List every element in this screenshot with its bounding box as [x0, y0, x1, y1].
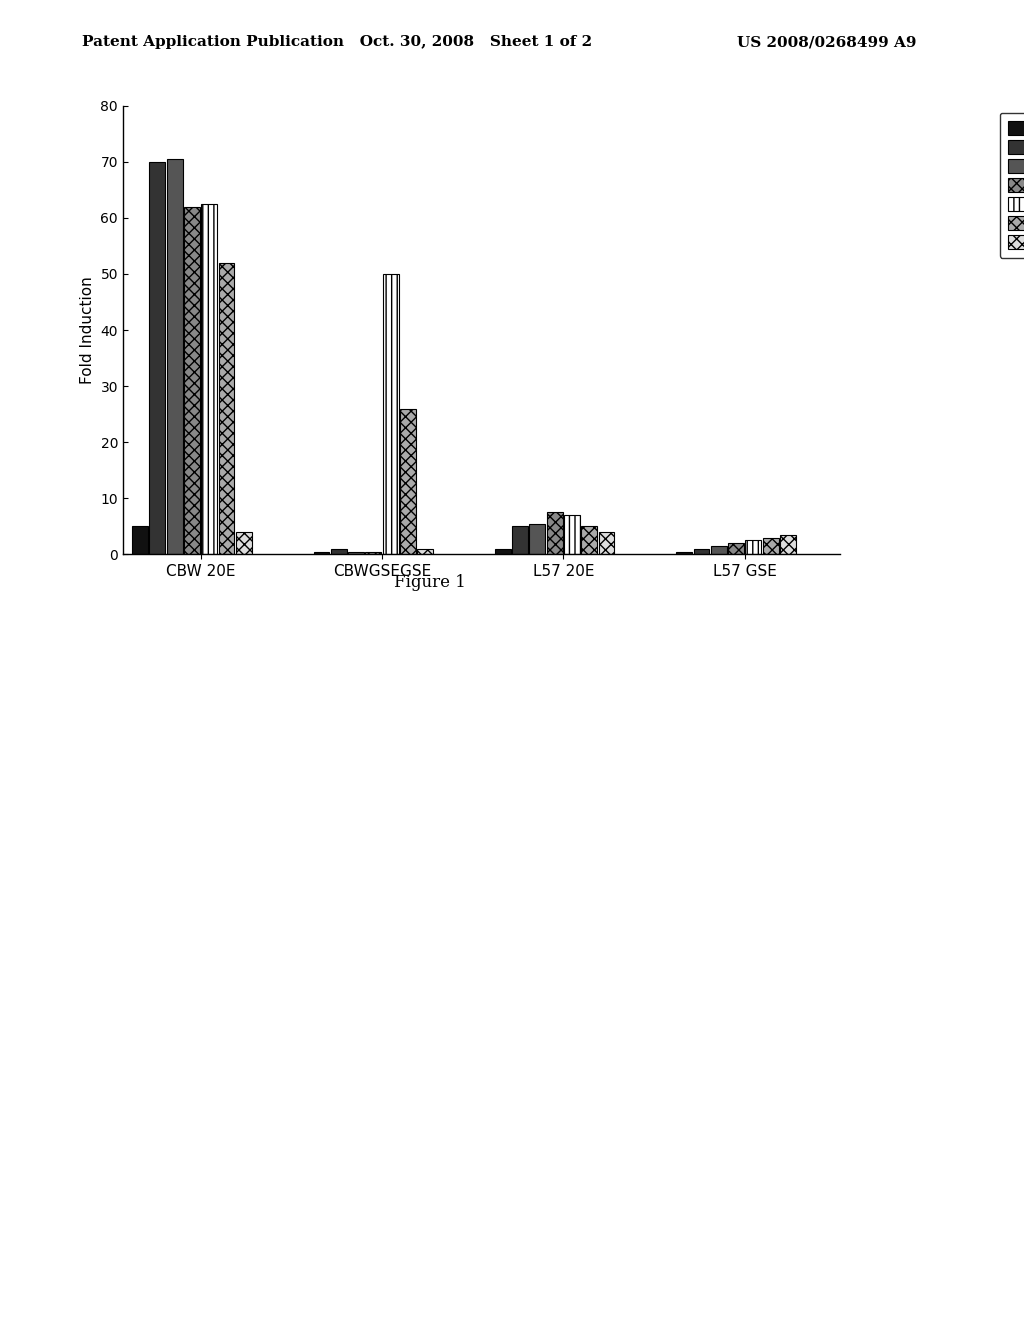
- Bar: [400, 409, 416, 554]
- Y-axis label: Fold Induction: Fold Induction: [80, 276, 95, 384]
- Bar: [564, 515, 580, 554]
- Bar: [512, 527, 528, 554]
- Bar: [711, 546, 727, 554]
- Bar: [150, 162, 165, 554]
- Bar: [236, 532, 252, 554]
- Bar: [745, 540, 761, 554]
- Text: Patent Application Publication   Oct. 30, 2008   Sheet 1 of 2: Patent Application Publication Oct. 30, …: [82, 36, 592, 49]
- Bar: [202, 203, 217, 554]
- Bar: [495, 549, 511, 554]
- Bar: [184, 207, 200, 554]
- Bar: [529, 524, 546, 554]
- Bar: [599, 532, 614, 554]
- Bar: [218, 263, 234, 554]
- Bar: [728, 544, 744, 554]
- Text: US 2008/0268499 A9: US 2008/0268499 A9: [737, 36, 916, 49]
- Bar: [167, 158, 182, 554]
- Bar: [313, 552, 330, 554]
- Bar: [780, 535, 796, 554]
- Text: Figure 1: Figure 1: [394, 574, 466, 591]
- Bar: [132, 527, 148, 554]
- Bar: [763, 537, 778, 554]
- Bar: [348, 552, 364, 554]
- Legend: 0, 0.001, 0.01, 0.1, 1, 10, 100: 0, 0.001, 0.01, 0.1, 1, 10, 100: [999, 112, 1024, 257]
- Bar: [331, 549, 347, 554]
- Bar: [417, 549, 433, 554]
- Bar: [383, 275, 398, 554]
- Bar: [693, 549, 710, 554]
- Bar: [676, 552, 692, 554]
- Bar: [547, 512, 562, 554]
- Bar: [366, 552, 381, 554]
- Bar: [582, 527, 597, 554]
